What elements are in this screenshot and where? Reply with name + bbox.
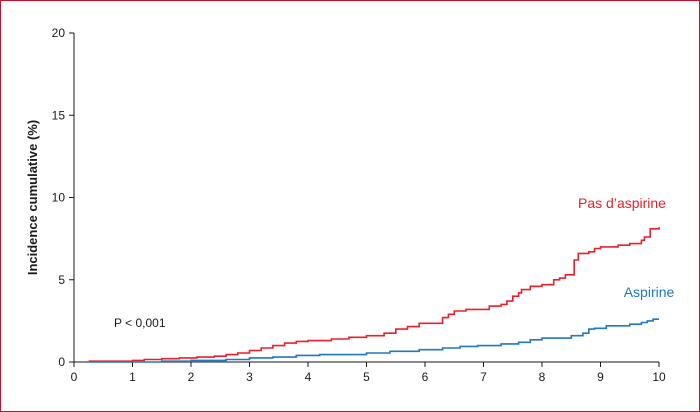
aspirine-line bbox=[88, 318, 659, 363]
y-tick-label: 5 bbox=[58, 273, 65, 287]
x-tick-label: 10 bbox=[652, 370, 666, 384]
x-tick-label: 4 bbox=[305, 370, 312, 384]
y-tick-label: 10 bbox=[52, 191, 66, 205]
series-label-aspirine: Aspirine bbox=[624, 284, 675, 300]
y-tick-label: 15 bbox=[52, 108, 66, 122]
x-tick-label: 2 bbox=[188, 370, 195, 384]
y-tick-label: 0 bbox=[58, 355, 65, 369]
x-tick-label: 7 bbox=[480, 370, 487, 384]
x-tick-label: 8 bbox=[539, 370, 546, 384]
x-tick-label: 1 bbox=[129, 370, 136, 384]
y-tick-label: 20 bbox=[52, 26, 66, 40]
series-label-pas-aspirine: Pas d’aspirine bbox=[578, 195, 666, 211]
x-tick-label: 5 bbox=[363, 370, 370, 384]
series-group bbox=[88, 227, 660, 363]
x-tick-label: 0 bbox=[71, 370, 78, 384]
x-tick-label: 3 bbox=[246, 370, 253, 384]
x-tick-label: 6 bbox=[422, 370, 429, 384]
y-axis-title: Incidence cumulative (%) bbox=[25, 120, 40, 275]
pas-aspirine-line bbox=[88, 227, 660, 362]
labels-group: Pas d’aspirine Aspirine P < 0,001 bbox=[114, 195, 674, 330]
p-value-annotation: P < 0,001 bbox=[114, 316, 166, 330]
axes: 0 1 2 3 4 5 6 7 8 9 10 0 5 10 15 20 Incidence cumulative… bbox=[25, 26, 666, 384]
x-tick-label: 9 bbox=[597, 370, 604, 384]
